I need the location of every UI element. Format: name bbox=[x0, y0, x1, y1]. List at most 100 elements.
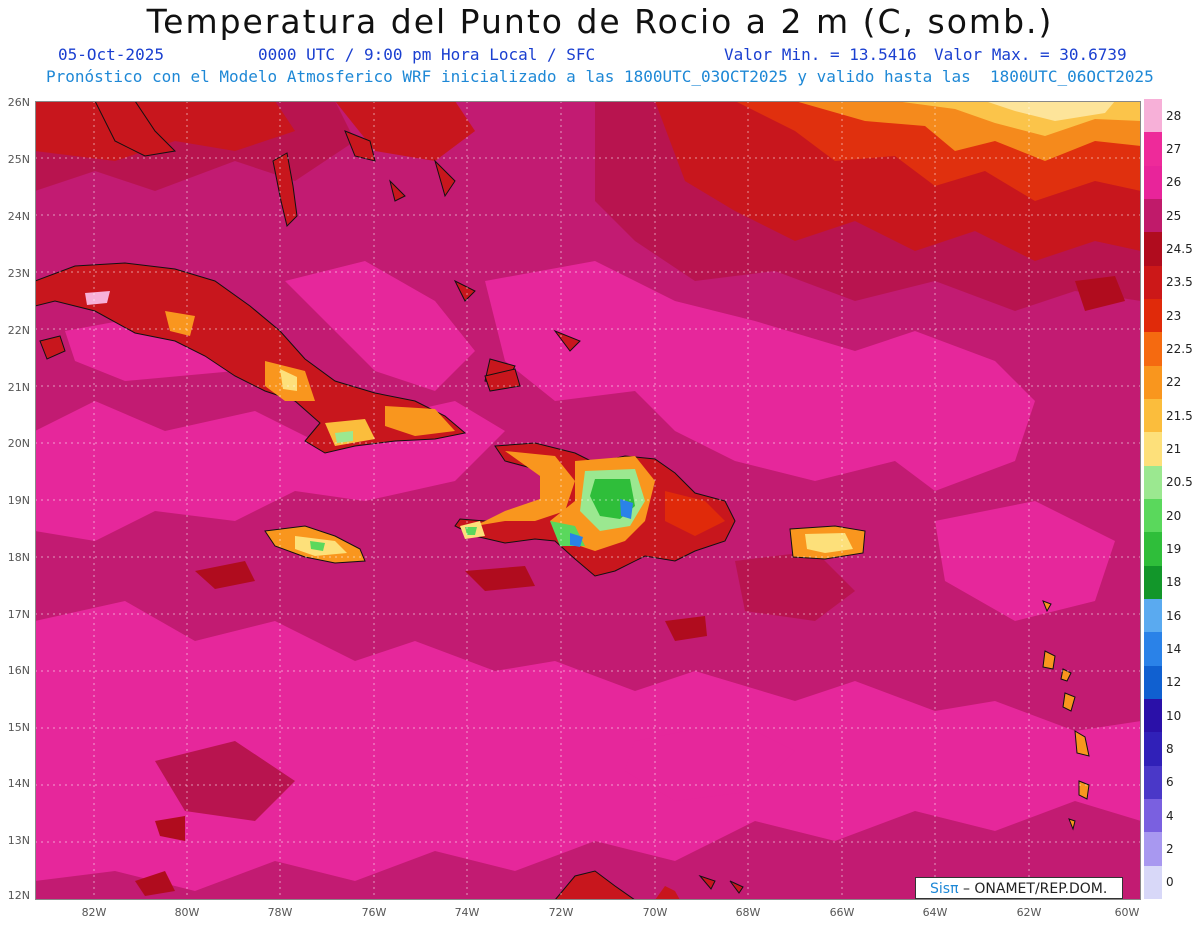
legend-color-box bbox=[1144, 699, 1162, 733]
credit-box: Sisπ – ONAMET/REP.DOM. bbox=[915, 877, 1123, 899]
lat-label: 21N bbox=[7, 381, 30, 394]
legend-color-box bbox=[1144, 599, 1162, 633]
forecast-date: 05-Oct-2025 bbox=[58, 45, 164, 64]
credit-text: – ONAMET/REP.DOM. bbox=[962, 881, 1108, 897]
map-frame bbox=[35, 101, 1141, 900]
legend-label: 18 bbox=[1166, 575, 1182, 590]
legend-color-box bbox=[1144, 765, 1162, 800]
lat-label: 16N bbox=[7, 664, 30, 677]
lat-label: 23N bbox=[7, 267, 30, 280]
legend-color-box bbox=[1144, 132, 1162, 167]
map-title: Temperatura del Punto de Rocio a 2 m (C,… bbox=[146, 2, 1054, 41]
lat-label: 20N bbox=[7, 437, 30, 450]
legend-color-box bbox=[1144, 199, 1162, 233]
legend-color-box bbox=[1144, 232, 1162, 267]
lon-label: 76W bbox=[361, 906, 387, 919]
max-value: Valor Max. = 30.6739 bbox=[934, 45, 1127, 64]
lat-label: 25N bbox=[7, 153, 30, 166]
lat-label: 13N bbox=[7, 834, 30, 847]
dewpoint-field-26 bbox=[35, 261, 1141, 891]
legend-label: 23.5 bbox=[1166, 275, 1193, 290]
legend-label: 28 bbox=[1166, 108, 1182, 123]
florida-peninsula bbox=[94, 101, 177, 157]
legend-label: 20.5 bbox=[1166, 475, 1193, 490]
legend-label: 0 bbox=[1166, 875, 1174, 890]
legend-label: 4 bbox=[1166, 808, 1174, 823]
lat-label: 22N bbox=[7, 324, 30, 337]
lon-label: 64W bbox=[922, 906, 948, 919]
legend-color-box bbox=[1144, 165, 1162, 200]
lat-label: 24N bbox=[7, 210, 30, 223]
legend-color-box bbox=[1144, 399, 1162, 433]
legend-label: 16 bbox=[1166, 608, 1182, 623]
lon-label: 62W bbox=[1016, 906, 1042, 919]
legend-label: 6 bbox=[1166, 775, 1174, 790]
hispaniola-island bbox=[454, 442, 736, 577]
legend-label: 10 bbox=[1166, 708, 1182, 723]
legend-color-box bbox=[1144, 299, 1162, 333]
legend-color-box bbox=[1144, 532, 1162, 567]
lon-label: 60W bbox=[1114, 906, 1140, 919]
legend-label: 22 bbox=[1166, 375, 1182, 390]
model-info: Pronóstico con el Modelo Atmosferico WRF… bbox=[46, 67, 1154, 86]
forecast-time: 0000 UTC / 9:00 pm Hora Local / SFC bbox=[258, 45, 596, 64]
color-legend bbox=[1144, 99, 1162, 900]
abc-islands bbox=[698, 874, 744, 894]
legend-label: 14 bbox=[1166, 642, 1182, 656]
lat-label: 26N bbox=[7, 96, 30, 109]
legend-label: 19 bbox=[1166, 542, 1182, 556]
legend-color-box bbox=[1144, 265, 1162, 300]
legend-color-box bbox=[1144, 99, 1162, 133]
legend-color-box bbox=[1144, 832, 1162, 867]
lon-label: 68W bbox=[735, 906, 761, 919]
legend-label: 8 bbox=[1166, 742, 1174, 756]
legend-label: 20 bbox=[1166, 508, 1182, 523]
lon-label: 82W bbox=[81, 906, 107, 919]
lon-label: 78W bbox=[267, 906, 293, 919]
legend-label: 21 bbox=[1166, 442, 1182, 456]
legend-color-box bbox=[1144, 332, 1162, 367]
legend-color-box bbox=[1144, 432, 1162, 467]
legend-label: 25 bbox=[1166, 208, 1182, 223]
lon-label: 70W bbox=[642, 906, 668, 919]
lat-label: 19N bbox=[7, 494, 30, 507]
lat-label: 12N bbox=[7, 889, 30, 902]
south-america-coast bbox=[554, 870, 636, 900]
cuba-island bbox=[35, 262, 467, 454]
map-grid bbox=[35, 101, 1141, 900]
dewpoint-map bbox=[35, 101, 1141, 900]
lat-label: 14N bbox=[7, 777, 30, 790]
dewpoint-field-24-5 bbox=[135, 276, 1125, 896]
isla-juventud bbox=[39, 335, 66, 360]
lesser-antilles bbox=[1042, 600, 1090, 831]
legend-label: 27 bbox=[1166, 142, 1182, 156]
map-canvas bbox=[35, 101, 1141, 900]
lat-label: 15N bbox=[7, 721, 30, 734]
legend-color-box bbox=[1144, 665, 1162, 700]
legend-label: 26 bbox=[1166, 175, 1182, 190]
legend-color-box bbox=[1144, 799, 1162, 833]
lon-label: 80W bbox=[174, 906, 200, 919]
legend-color-box bbox=[1144, 465, 1162, 500]
jamaica-island bbox=[264, 525, 366, 564]
legend-color-box bbox=[1144, 499, 1162, 533]
legend-color-box bbox=[1144, 732, 1162, 767]
legend-label: 24.5 bbox=[1166, 242, 1193, 256]
great-inagua bbox=[484, 368, 521, 392]
legend-color-box bbox=[1144, 365, 1162, 400]
legend-label: 22.5 bbox=[1166, 342, 1193, 356]
legend-color-box bbox=[1144, 632, 1162, 667]
legend-color-box bbox=[1144, 565, 1162, 600]
lat-label: 18N bbox=[7, 551, 30, 564]
dewpoint-field-21 bbox=[985, 101, 1115, 121]
legend-label: 12 bbox=[1166, 675, 1182, 690]
legend-color-box bbox=[1144, 865, 1162, 900]
lon-label: 74W bbox=[454, 906, 480, 919]
paraguana bbox=[655, 886, 680, 900]
legend-label: 2 bbox=[1166, 842, 1174, 856]
lon-label: 72W bbox=[548, 906, 574, 919]
lon-label: 66W bbox=[829, 906, 855, 919]
sispi-logo: Sisπ bbox=[930, 881, 959, 897]
lat-label: 17N bbox=[7, 608, 30, 621]
min-value: Valor Min. = 13.5416 bbox=[724, 45, 917, 64]
